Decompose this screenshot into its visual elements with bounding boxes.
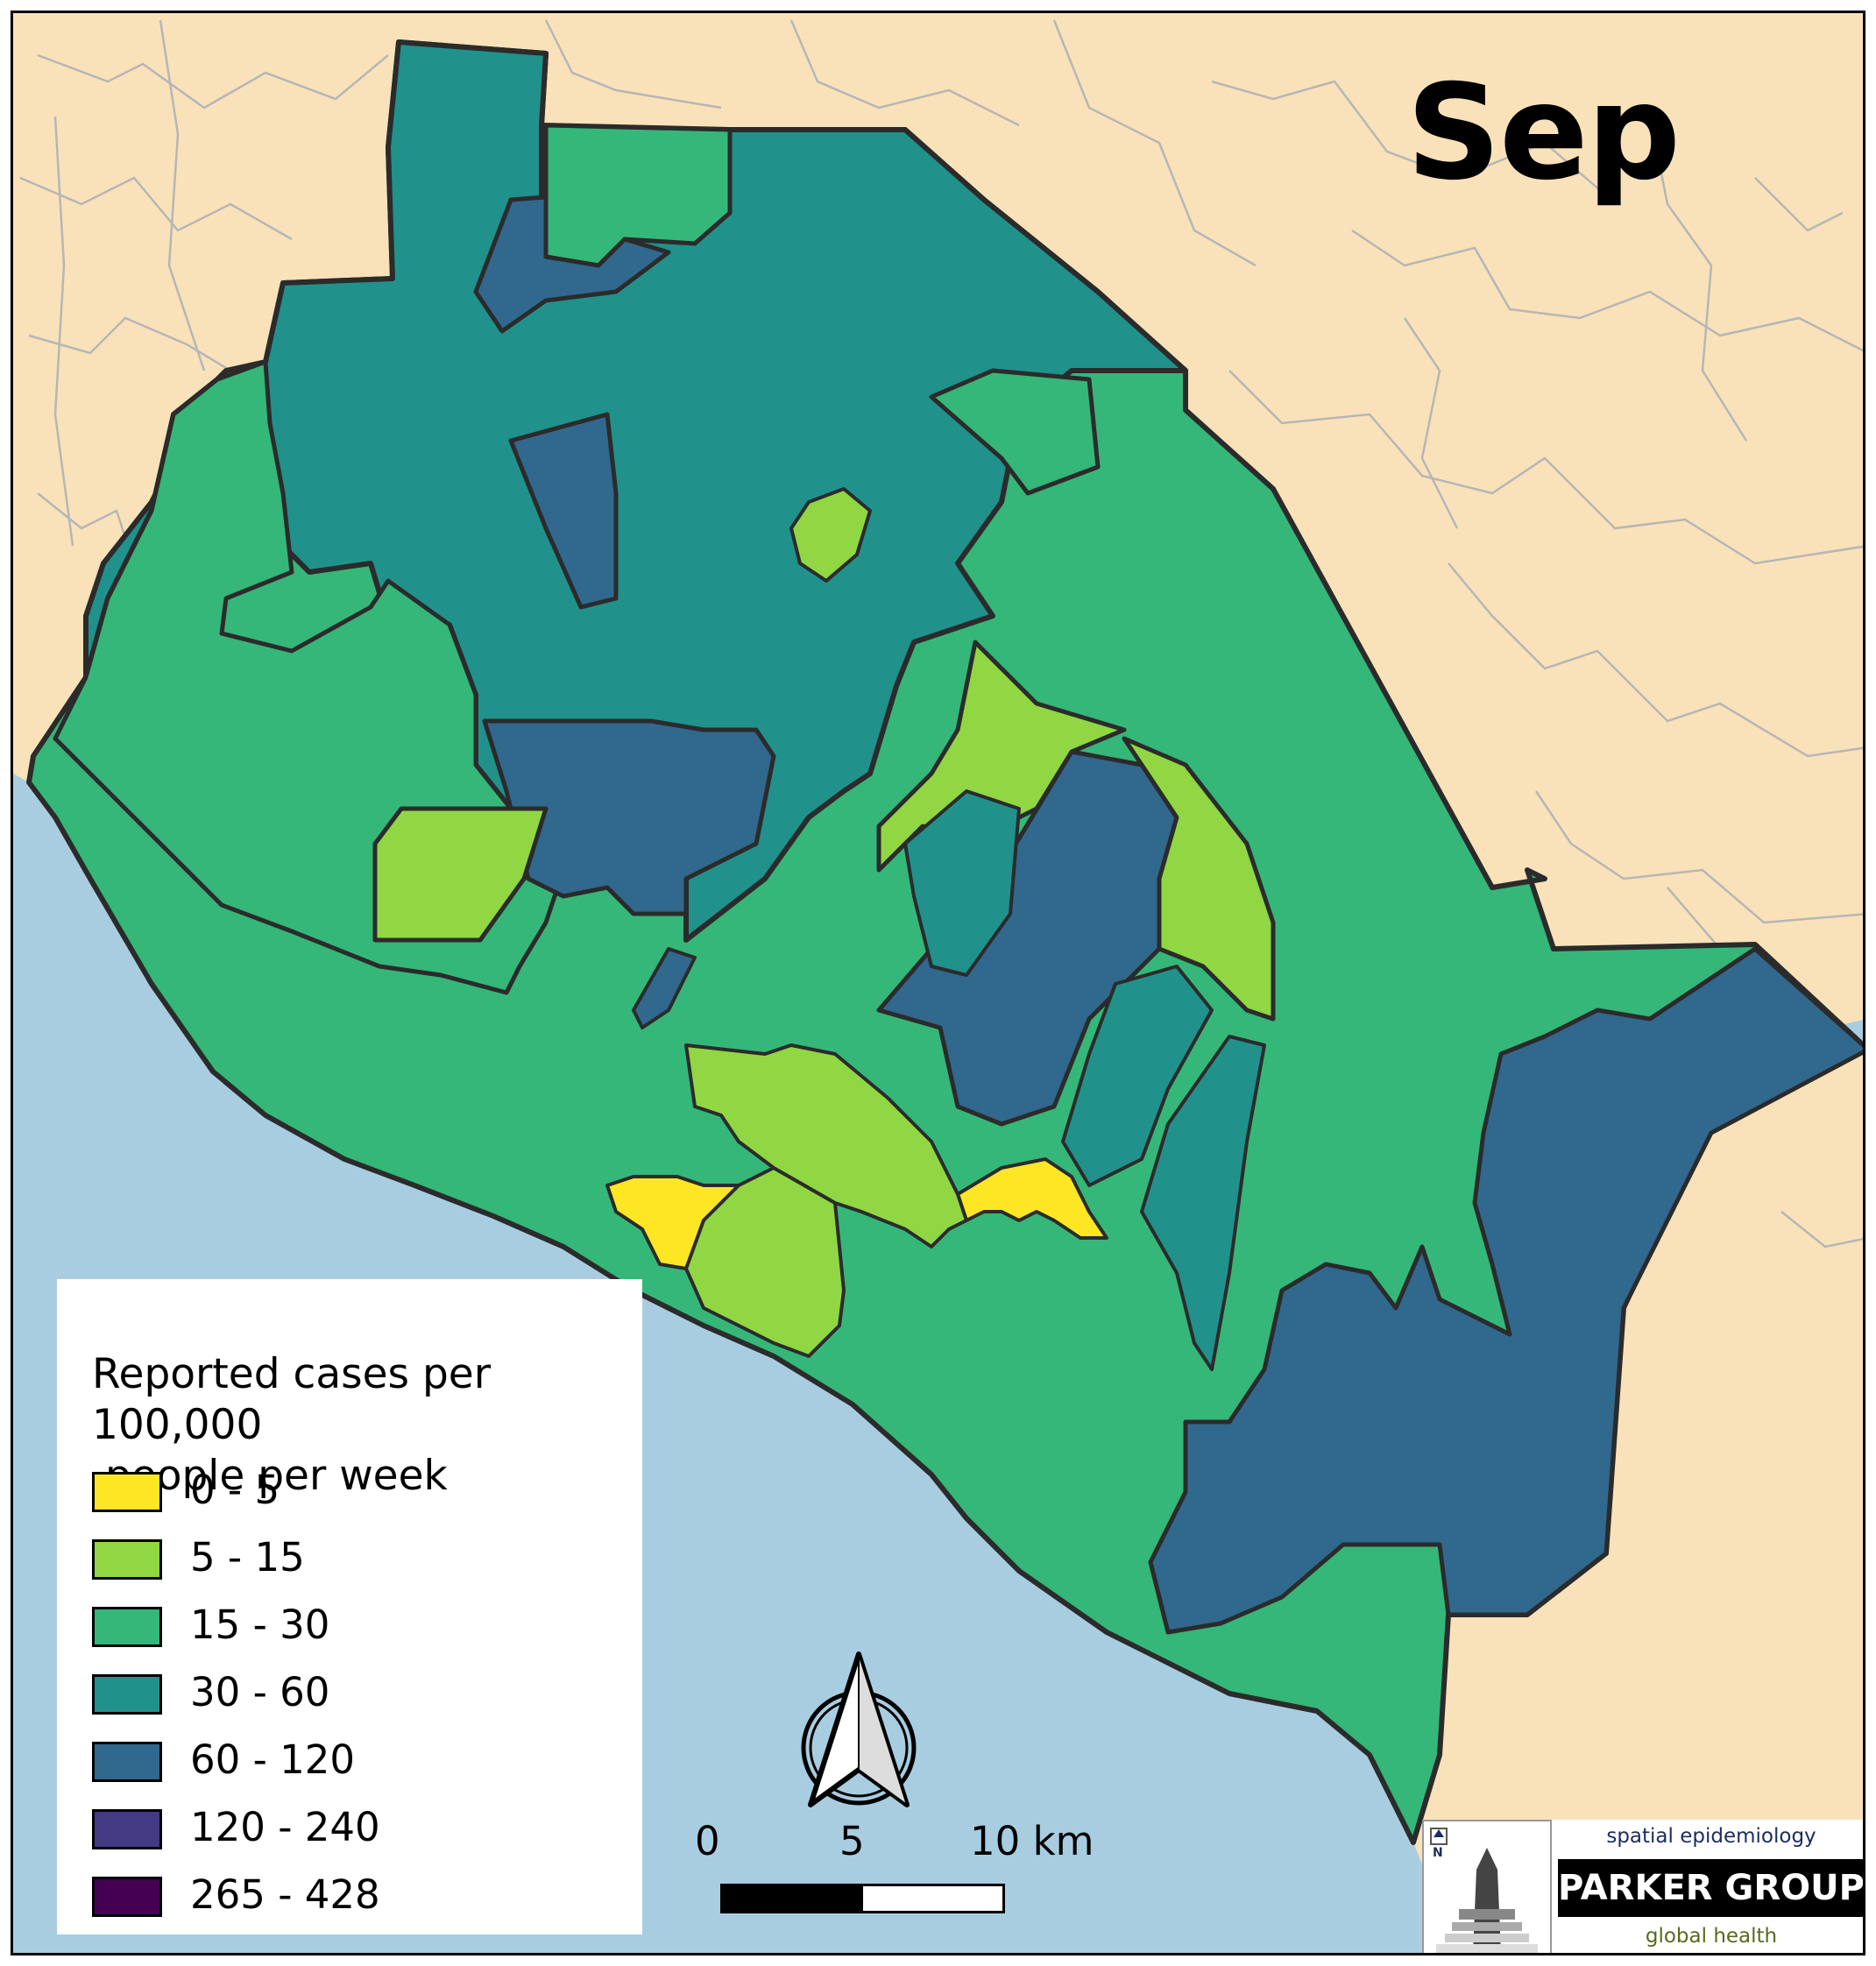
legend-label: 15 - 30 — [190, 1602, 330, 1648]
legend-swatch — [92, 1472, 162, 1512]
legend-swatch — [92, 1539, 162, 1580]
legend-label: 0 - 5 — [190, 1467, 280, 1513]
legend-label: 60 - 120 — [190, 1736, 355, 1783]
neighboring-boundaries — [19, 19, 1863, 1248]
logo-icon: N — [1422, 1820, 1552, 1953]
scale-tick-5: 5 — [839, 1818, 865, 1864]
logo-top-text: spatial epidemiology — [1606, 1825, 1816, 1848]
zone-0-5-east — [956, 1157, 1108, 1240]
logo-main-text: PARKER GROUP — [1558, 1859, 1863, 1917]
month-title: Sep — [1406, 57, 1681, 209]
legend-swatch — [92, 1742, 162, 1782]
parker-group-logo: N spatial epidemiology PARKER GROUP glob… — [1422, 1820, 1863, 1953]
legend-label: 30 - 60 — [190, 1669, 330, 1715]
legend-label: 265 - 428 — [190, 1871, 380, 1918]
choropleth-map — [13, 13, 1863, 1953]
scale-tick-0: 0 — [695, 1818, 720, 1864]
zone-60-120-top — [473, 194, 671, 334]
zone-5-15-east-band — [1122, 736, 1276, 1022]
zone-30-60-east-strip-2 — [1140, 1035, 1266, 1371]
zone-5-15-south-1 — [684, 1166, 846, 1358]
legend-swatch — [92, 1877, 162, 1917]
zone-5-15-west — [372, 806, 549, 943]
zone-5-15-south-2 — [684, 1043, 968, 1248]
zone-5-15-blob — [789, 487, 872, 583]
zone-15-30-northeast — [929, 368, 1101, 496]
logo-icon-letter: N — [1433, 1846, 1443, 1860]
zone-60-120-diagonal — [508, 412, 619, 610]
legend-label: 120 - 240 — [190, 1804, 380, 1850]
north-arrow-icon — [793, 1647, 924, 1817]
scale-bar — [720, 1884, 1005, 1913]
map-frame: Sep 0 5 10 km Reported cases per 100,000… — [11, 11, 1865, 1955]
legend-swatch — [92, 1809, 162, 1849]
legend: Reported cases per 100,000 people per we… — [57, 1279, 642, 1934]
zone-30-60-east-strip-1 — [1061, 965, 1214, 1187]
zone-60-120-strip — [632, 947, 697, 1029]
logo-bottom-text: global health — [1645, 1925, 1778, 1948]
legend-title: Reported cases per 100,000 people per we… — [92, 1350, 492, 1500]
legend-swatch — [92, 1674, 162, 1715]
zone-60-120-east — [1148, 946, 1863, 1635]
logo-text-box: spatial epidemiology PARKER GROUP global… — [1558, 1820, 1863, 1953]
scale-tick-10km: 10 km — [970, 1818, 1094, 1864]
legend-label: 5 - 15 — [190, 1534, 305, 1581]
scale-bar-black-segment — [723, 1886, 863, 1911]
zone-30-60-center — [903, 789, 1021, 977]
legend-swatch — [92, 1607, 162, 1647]
